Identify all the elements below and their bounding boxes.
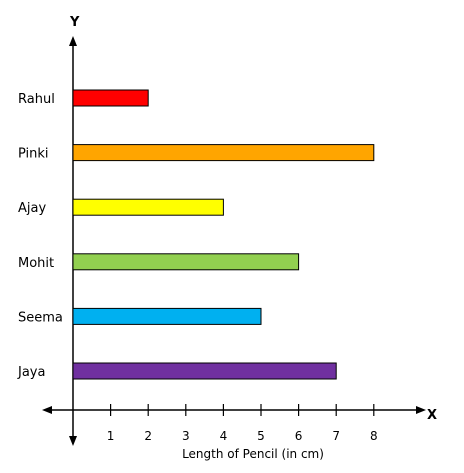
category-label-seema: Seema	[18, 310, 63, 325]
bar-jaya	[72, 362, 337, 380]
category-label-ajay: Ajay	[18, 201, 46, 216]
bar-mohit	[72, 253, 300, 271]
bar-seema	[72, 307, 262, 325]
x-tick-label-2: 2	[144, 429, 152, 443]
category-label-rahul: Rahul	[18, 92, 55, 107]
ticks-layer: 1 2 3 4 5 6 7 8	[107, 404, 378, 443]
x-tick-label-6: 6	[295, 429, 303, 443]
category-label-pinki: Pinki	[18, 147, 49, 162]
x-tick-label-5: 5	[257, 429, 265, 443]
y-axis-letter: Y	[69, 15, 80, 30]
bar-rahul	[72, 89, 149, 107]
x-tick-label-4: 4	[220, 429, 228, 443]
y-axis-arrow-down	[69, 436, 77, 446]
x-tick-label-1: 1	[107, 429, 115, 443]
x-axis-title: Length of Pencil (in cm)	[182, 447, 324, 461]
y-axis-arrow-up	[69, 36, 77, 46]
x-tick-label-7: 7	[332, 429, 340, 443]
bars-layer: Rahul Pinki Ajay Mohit Seema Jaya	[17, 89, 375, 380]
x-axis-arrow-right	[416, 406, 426, 414]
bar-pinki	[72, 144, 375, 162]
x-tick-label-8: 8	[370, 429, 378, 443]
category-label-jaya: Jaya	[17, 365, 45, 380]
x-axis-letter: X	[427, 408, 437, 423]
bar-ajay	[72, 198, 224, 216]
category-label-mohit: Mohit	[18, 256, 54, 271]
x-axis-arrow-left	[42, 406, 52, 414]
x-tick-label-3: 3	[182, 429, 190, 443]
